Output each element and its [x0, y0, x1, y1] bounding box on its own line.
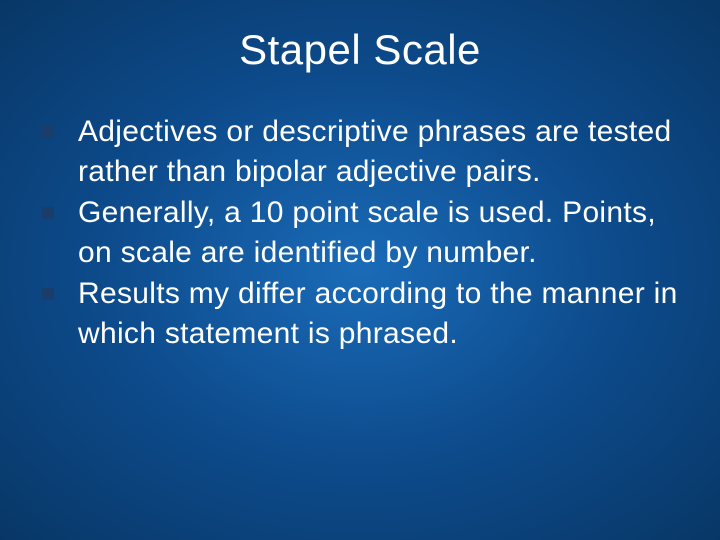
square-bullet-icon [42, 207, 54, 219]
list-item: Generally, a 10 point scale is used. Poi… [38, 193, 682, 272]
bullet-text: Adjectives or descriptive phrases are te… [78, 112, 682, 191]
list-item: Adjectives or descriptive phrases are te… [38, 112, 682, 191]
list-item: Results my differ according to the manne… [38, 274, 682, 353]
square-bullet-icon [42, 126, 54, 138]
presentation-slide: Stapel Scale Adjectives or descriptive p… [0, 0, 720, 540]
bullet-text: Generally, a 10 point scale is used. Poi… [78, 193, 682, 272]
slide-title: Stapel Scale [38, 26, 682, 74]
bullet-list: Adjectives or descriptive phrases are te… [38, 112, 682, 354]
square-bullet-icon [42, 288, 54, 300]
bullet-text: Results my differ according to the manne… [78, 274, 682, 353]
